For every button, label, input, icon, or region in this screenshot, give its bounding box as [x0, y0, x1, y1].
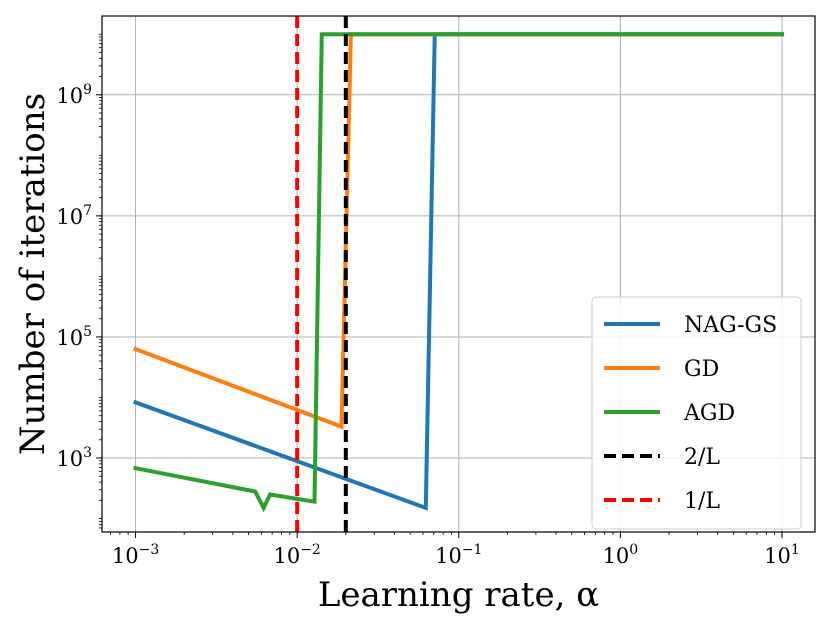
axes-ticks: 10−3 10−2 10−1 100 101 103 105 107 109 — [56, 33, 800, 568]
y-axis-title: Number of iterations — [13, 93, 53, 455]
y-tick-label: 105 — [56, 324, 92, 350]
legend-label-agd: AGD — [683, 401, 735, 426]
x-tick-label: 100 — [603, 542, 639, 568]
legend-label-nag-gs: NAG-GS — [684, 313, 777, 338]
legend: NAG-GS GD AGD 2/L 1/L — [591, 296, 802, 530]
plot-area — [132, 16, 785, 532]
x-tick-label: 10−2 — [273, 542, 320, 568]
x-tick-label: 10−1 — [435, 542, 482, 568]
x-axis-title: Learning rate, α — [318, 575, 599, 615]
legend-label-1-l: 1/L — [684, 489, 720, 514]
y-tick-label: 109 — [56, 82, 92, 108]
y-tick-label: 103 — [56, 445, 92, 471]
legend-box — [591, 296, 802, 530]
series-line-agd — [133, 32, 785, 513]
x-tick-label: 101 — [764, 542, 800, 568]
legend-label-gd: GD — [684, 357, 719, 382]
legend-label-2-l: 2/L — [684, 445, 720, 470]
x-tick-label: 10−3 — [112, 542, 159, 568]
y-tick-label: 107 — [56, 203, 92, 229]
